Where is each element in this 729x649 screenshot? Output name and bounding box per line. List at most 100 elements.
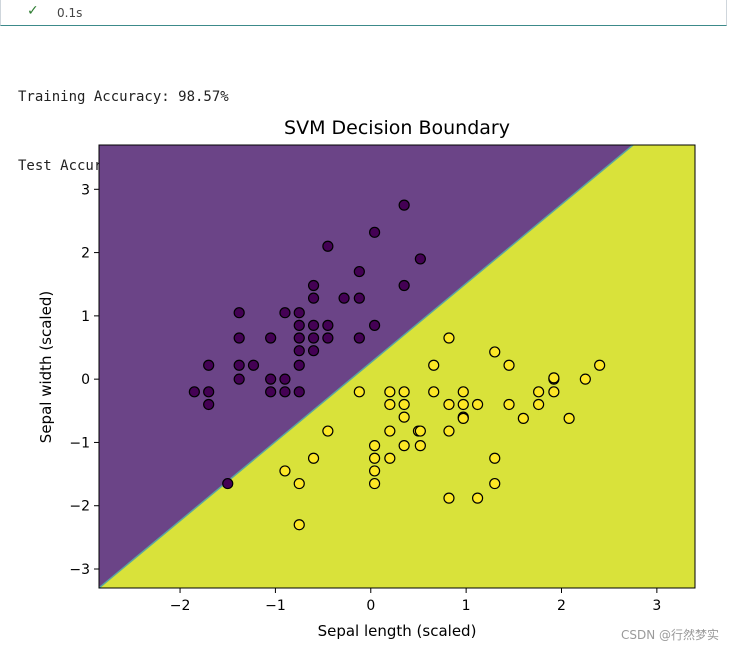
data-point-class-1: [489, 346, 501, 358]
data-point-class-0: [265, 373, 277, 385]
data-point-class-1: [443, 492, 455, 504]
chart-title: SVM Decision Boundary: [284, 117, 510, 139]
data-point-class-0: [398, 199, 410, 211]
data-point-class-1: [414, 425, 426, 437]
x-tick-label: 3: [652, 598, 661, 614]
data-point-class-1: [428, 359, 440, 371]
data-point-class-1: [457, 386, 469, 398]
data-point-class-1: [594, 359, 606, 371]
data-point-class-0: [353, 292, 365, 304]
data-point-class-0: [307, 319, 320, 331]
data-point-class-0: [322, 319, 334, 331]
data-point-class-0: [233, 373, 245, 385]
data-point-class-0: [188, 386, 200, 398]
plot-frame: [98, 144, 696, 589]
data-point-class-0: [233, 307, 245, 319]
data-point-class-1: [579, 373, 591, 385]
data-point-class-1: [384, 398, 396, 411]
data-point-class-0: [222, 477, 234, 490]
data-point-class-1: [368, 477, 381, 490]
x-tick-label: 0: [366, 598, 375, 614]
data-point-class-0: [368, 319, 381, 331]
x-tick-label: −1: [265, 598, 286, 614]
data-point-class-0: [353, 265, 365, 278]
data-point-class-0: [322, 332, 334, 344]
data-points: [188, 199, 606, 531]
data-point-class-1: [384, 452, 396, 464]
data-point-class-0: [293, 359, 305, 371]
data-point-class-1: [471, 492, 484, 504]
data-point-class-1: [307, 452, 320, 464]
decision-regions: [99, 145, 695, 588]
y-tick-label: −1: [69, 435, 90, 451]
data-point-class-1: [457, 411, 469, 423]
data-point-class-0: [203, 359, 215, 371]
data-point-class-1: [517, 412, 529, 424]
data-point-class-0: [307, 292, 320, 304]
cell-status-bar: ✓ 0.1s: [0, 0, 727, 26]
data-point-class-1: [384, 425, 396, 437]
data-point-class-0: [307, 279, 320, 292]
data-point-class-0: [338, 292, 350, 304]
data-point-class-1: [457, 412, 469, 424]
data-point-class-0: [203, 398, 215, 411]
data-point-class-0: [293, 386, 305, 398]
execution-time: 0.1s: [57, 6, 83, 20]
y-tick-label: 1: [81, 309, 90, 325]
check-icon: ✓: [27, 3, 39, 19]
data-point-class-0: [233, 359, 245, 371]
data-point-class-1: [398, 386, 410, 398]
data-point-class-0: [247, 359, 260, 371]
data-point-class-1: [412, 425, 425, 437]
data-point-class-1: [293, 519, 305, 531]
region-class-1: [99, 145, 695, 588]
x-tick-label: 1: [462, 598, 471, 614]
data-point-class-1: [293, 477, 305, 490]
x-tick-label: −2: [170, 598, 191, 614]
data-point-class-1: [443, 332, 455, 344]
data-point-class-0: [307, 332, 320, 344]
data-point-class-1: [503, 359, 515, 371]
data-point-class-1: [489, 452, 501, 464]
watermark: CSDN @行然梦实: [620, 628, 719, 642]
data-point-class-1: [548, 372, 560, 384]
y-tick-label: −3: [69, 562, 90, 578]
data-point-class-1: [353, 386, 365, 398]
data-point-class-0: [398, 279, 410, 292]
cell-output: Training Accuracy: 98.57% Test Accuracy:…: [18, 40, 229, 201]
data-point-class-1: [368, 440, 381, 452]
training-accuracy-line: Training Accuracy: 98.57%: [18, 89, 229, 105]
x-axis-label: Sepal length (scaled): [318, 622, 477, 640]
data-point-class-0: [368, 226, 381, 238]
data-point-class-1: [533, 386, 545, 398]
data-point-class-1: [279, 465, 291, 477]
data-point-class-0: [265, 386, 277, 398]
data-point-class-0: [293, 345, 305, 357]
decision-boundary-line: [99, 145, 634, 588]
data-point-class-1: [548, 386, 560, 398]
data-point-class-1: [533, 398, 545, 411]
data-point-class-1: [322, 425, 334, 437]
data-point-class-1: [398, 411, 410, 423]
data-point-class-1: [414, 440, 426, 452]
data-point-class-1: [563, 412, 575, 424]
data-point-class-1: [548, 373, 560, 385]
data-point-class-1: [503, 398, 515, 411]
data-point-class-1: [471, 398, 484, 411]
region-class-0: [99, 145, 634, 588]
data-point-class-0: [279, 386, 291, 398]
x-tick-label: 2: [557, 598, 566, 614]
data-point-class-1: [398, 440, 410, 452]
data-point-class-1: [368, 452, 381, 464]
data-point-class-1: [428, 386, 440, 398]
data-point-class-1: [368, 465, 381, 477]
data-point-class-1: [398, 398, 410, 411]
data-point-class-1: [443, 398, 455, 411]
data-point-class-1: [443, 425, 455, 437]
data-point-class-1: [457, 398, 469, 411]
data-point-class-0: [233, 332, 245, 344]
data-point-class-0: [293, 307, 305, 319]
data-point-class-0: [307, 345, 320, 357]
data-point-class-0: [279, 373, 291, 385]
data-point-class-0: [293, 332, 305, 344]
